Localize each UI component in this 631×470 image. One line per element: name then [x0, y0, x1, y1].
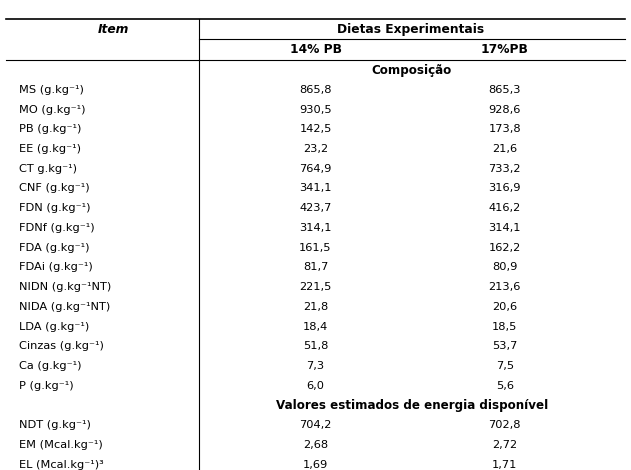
Text: 18,4: 18,4 [303, 321, 328, 332]
Text: MS (g.kg⁻¹): MS (g.kg⁻¹) [19, 85, 84, 95]
Text: FDNf (g.kg⁻¹): FDNf (g.kg⁻¹) [19, 223, 95, 233]
Text: 213,6: 213,6 [488, 282, 521, 292]
Text: 14% PB: 14% PB [290, 43, 341, 56]
Text: 142,5: 142,5 [299, 124, 332, 134]
Text: 21,6: 21,6 [492, 144, 517, 154]
Text: 7,3: 7,3 [307, 361, 324, 371]
Text: 6,0: 6,0 [307, 381, 324, 391]
Text: 1,71: 1,71 [492, 460, 517, 470]
Text: FDN (g.kg⁻¹): FDN (g.kg⁻¹) [19, 203, 90, 213]
Text: 702,8: 702,8 [488, 420, 521, 431]
Text: 221,5: 221,5 [299, 282, 332, 292]
Text: NIDN (g.kg⁻¹NT): NIDN (g.kg⁻¹NT) [19, 282, 111, 292]
Text: 5,6: 5,6 [496, 381, 514, 391]
Text: 416,2: 416,2 [488, 203, 521, 213]
Text: FDAi (g.kg⁻¹): FDAi (g.kg⁻¹) [19, 262, 93, 273]
Text: 1,69: 1,69 [303, 460, 328, 470]
Text: NIDA (g.kg⁻¹NT): NIDA (g.kg⁻¹NT) [19, 302, 110, 312]
Text: MO (g.kg⁻¹): MO (g.kg⁻¹) [19, 104, 85, 115]
Text: 928,6: 928,6 [488, 104, 521, 115]
Text: 21,8: 21,8 [303, 302, 328, 312]
Text: CNF (g.kg⁻¹): CNF (g.kg⁻¹) [19, 183, 90, 194]
Text: 81,7: 81,7 [303, 262, 328, 273]
Text: 17%PB: 17%PB [481, 43, 529, 56]
Text: 704,2: 704,2 [299, 420, 332, 431]
Text: EE (g.kg⁻¹): EE (g.kg⁻¹) [19, 144, 81, 154]
Text: CT g.kg⁻¹): CT g.kg⁻¹) [19, 164, 77, 174]
Text: 80,9: 80,9 [492, 262, 517, 273]
Text: Cinzas (g.kg⁻¹): Cinzas (g.kg⁻¹) [19, 341, 104, 352]
Text: 162,2: 162,2 [488, 243, 521, 253]
Text: Item: Item [98, 23, 129, 36]
Text: 865,3: 865,3 [488, 85, 521, 95]
Text: LDA (g.kg⁻¹): LDA (g.kg⁻¹) [19, 321, 89, 332]
Text: 314,1: 314,1 [299, 223, 332, 233]
Text: 2,68: 2,68 [303, 440, 328, 450]
Text: P (g.kg⁻¹): P (g.kg⁻¹) [19, 381, 74, 391]
Text: Dietas Experimentais: Dietas Experimentais [336, 23, 484, 36]
Text: 20,6: 20,6 [492, 302, 517, 312]
Text: 865,8: 865,8 [299, 85, 332, 95]
Text: 423,7: 423,7 [299, 203, 332, 213]
Text: 7,5: 7,5 [496, 361, 514, 371]
Text: 764,9: 764,9 [299, 164, 332, 174]
Text: Valores estimados de energia disponível: Valores estimados de energia disponível [276, 399, 548, 412]
Text: FDA (g.kg⁻¹): FDA (g.kg⁻¹) [19, 243, 90, 253]
Text: 161,5: 161,5 [299, 243, 332, 253]
Text: 173,8: 173,8 [488, 124, 521, 134]
Text: 316,9: 316,9 [488, 183, 521, 194]
Text: 2,72: 2,72 [492, 440, 517, 450]
Text: 53,7: 53,7 [492, 341, 517, 352]
Text: PB (g.kg⁻¹): PB (g.kg⁻¹) [19, 124, 81, 134]
Text: Composição: Composição [372, 63, 452, 77]
Text: EL (Mcal.kg⁻¹)³: EL (Mcal.kg⁻¹)³ [19, 460, 103, 470]
Text: 930,5: 930,5 [299, 104, 332, 115]
Text: 733,2: 733,2 [488, 164, 521, 174]
Text: 341,1: 341,1 [299, 183, 332, 194]
Text: 23,2: 23,2 [303, 144, 328, 154]
Text: EM (Mcal.kg⁻¹): EM (Mcal.kg⁻¹) [19, 440, 103, 450]
Text: 51,8: 51,8 [303, 341, 328, 352]
Text: 18,5: 18,5 [492, 321, 517, 332]
Text: NDT (g.kg⁻¹): NDT (g.kg⁻¹) [19, 420, 91, 431]
Text: Ca (g.kg⁻¹): Ca (g.kg⁻¹) [19, 361, 81, 371]
Text: 314,1: 314,1 [488, 223, 521, 233]
